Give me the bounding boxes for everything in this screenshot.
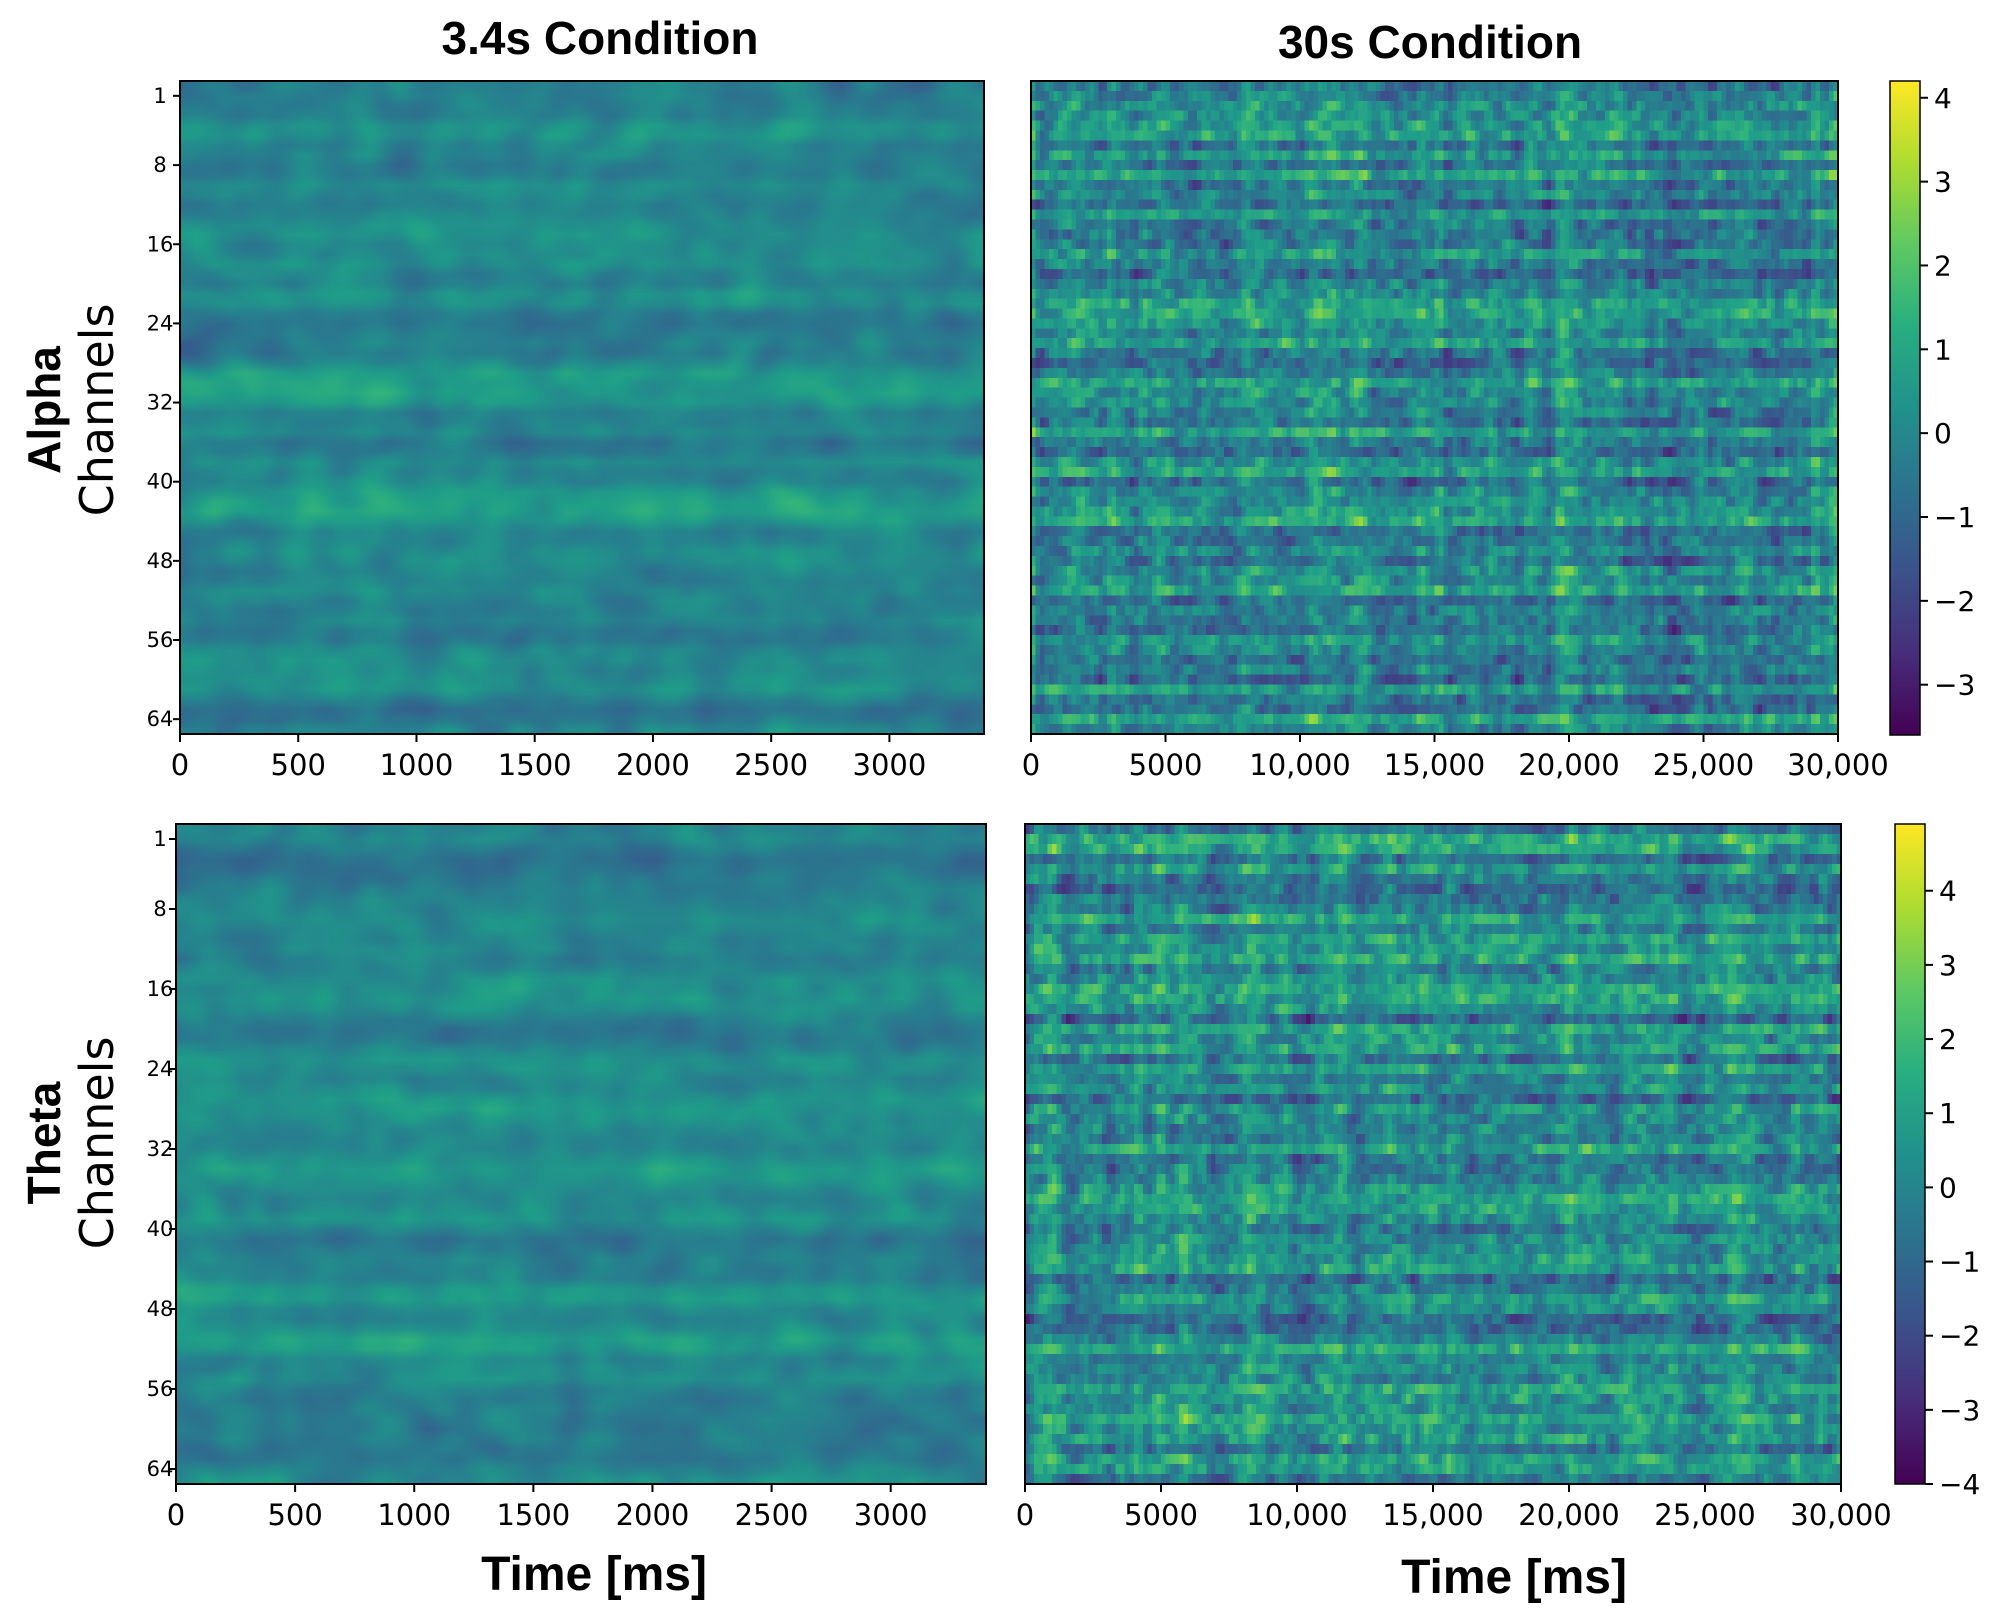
ylabel-alpha: Channels	[70, 304, 124, 517]
xtick-label: 20,000	[1518, 748, 1619, 782]
heatmap-theta-30s: 0 5000 10,000 15,000 20,000 25,000 30,000	[1016, 823, 1892, 1532]
colorbar-tick-label: −4	[1939, 1468, 1980, 1501]
xtick-label: 2500	[734, 748, 808, 782]
ytick-label: 24	[147, 311, 174, 335]
xtick-label: 1000	[377, 1498, 451, 1532]
colorbar-alpha-30s: 4 3 2 1 0 −1 −2 −3	[1889, 80, 1975, 736]
xtick-label: 2500	[735, 1498, 809, 1532]
heatmap-cells	[180, 81, 984, 734]
xtick-label: 0	[1016, 1498, 1034, 1532]
ytick-label: 16	[147, 232, 174, 256]
ytick-label: 56	[147, 1377, 174, 1401]
colorbar-tick-label: 2	[1939, 1023, 1957, 1056]
xtick-label: 30,000	[1787, 748, 1888, 782]
xtick-label: 5000	[1129, 748, 1203, 782]
colorbar-tick-label: 1	[1939, 1097, 1957, 1130]
ytick-label: 48	[147, 549, 174, 573]
colorbar-tick-label: 3	[1934, 166, 1952, 199]
xtick-label: 10,000	[1249, 748, 1350, 782]
ytick-label: 64	[147, 1457, 174, 1481]
column-title-3.4s: 3.4s Condition	[442, 12, 759, 64]
xtick-label: 0	[1022, 748, 1040, 782]
xtick-label: 25,000	[1653, 748, 1754, 782]
colorbar-theta-30s: 4 3 2 1 0 −1 −2 −3 −4	[1894, 823, 1980, 1501]
xtick-label: 15,000	[1382, 1498, 1483, 1532]
colorbar-tick-label: −3	[1934, 669, 1975, 702]
heatmap-cells	[1031, 81, 1838, 734]
row-title-alpha: Alpha	[18, 346, 70, 474]
xtick-label: 1500	[496, 1498, 570, 1532]
heatmap-theta-3.4s: 0 500 1000 1500 2000 2500 3000 1 8 16 24 32 40 48 56 64	[147, 823, 987, 1532]
plot-frame	[175, 823, 987, 1485]
ytick-label: 8	[153, 897, 166, 921]
xtick-label: 30,000	[1790, 1498, 1891, 1532]
colorbar-tick-label: 1	[1934, 333, 1952, 366]
xtick-label: 15,000	[1384, 748, 1485, 782]
ytick-label: 8	[153, 153, 166, 177]
ytick-label: 48	[147, 1297, 174, 1321]
ytick-label: 1	[153, 84, 166, 108]
xtick-label: 2000	[616, 748, 690, 782]
colorbar-tick-label: 4	[1939, 875, 1957, 908]
row-title-theta: Theta	[18, 1081, 70, 1204]
ytick-label: 40	[147, 1217, 174, 1241]
ytick-label: 32	[147, 1137, 174, 1161]
colorbar-tick-label: −3	[1939, 1394, 1980, 1427]
xtick-label: 500	[267, 1498, 322, 1532]
colorbar-tick-label: 0	[1934, 417, 1952, 450]
xtick-label: 3000	[853, 748, 927, 782]
ylabel-theta: Channels	[70, 1037, 124, 1250]
ytick-label: 64	[147, 707, 174, 731]
xtick-label: 10,000	[1246, 1498, 1347, 1532]
heatmap-cells	[1025, 824, 1841, 1484]
colorbar-tick-label: −2	[1939, 1320, 1980, 1353]
xtick-label: 20,000	[1518, 1498, 1619, 1532]
colorbar-tick-label: 2	[1934, 249, 1952, 282]
colorbar-tick-label: 3	[1939, 949, 1957, 982]
ytick-label: 40	[147, 470, 174, 494]
xlabel-right: Time [ms]	[1401, 1551, 1627, 1604]
xtick-label: 1500	[498, 748, 572, 782]
xtick-label: 500	[271, 748, 326, 782]
xtick-label: 2000	[616, 1498, 690, 1532]
xtick-label: 5000	[1124, 1498, 1198, 1532]
colorbar-tick-label: −1	[1934, 501, 1975, 534]
heatmap-alpha-30s: 0 5000 10,000 15,000 20,000 25,000 30,000	[1022, 80, 1889, 782]
colorbar-gradient	[1894, 823, 1926, 1485]
ytick-label: 32	[147, 391, 174, 415]
xlabel-left: Time [ms]	[481, 1548, 707, 1601]
xtick-label: 0	[167, 1498, 185, 1532]
colorbar-tick-label: −1	[1939, 1246, 1980, 1279]
xtick-label: 1000	[380, 748, 454, 782]
ytick-label: 1	[153, 827, 166, 851]
ytick-label: 16	[147, 977, 174, 1001]
ytick-label: 56	[147, 628, 174, 652]
plot-frame	[179, 80, 985, 735]
heatmap-cells	[176, 824, 986, 1484]
xtick-label: 0	[171, 748, 189, 782]
xtick-label: 3000	[854, 1498, 928, 1532]
colorbar-tick-label: 0	[1939, 1171, 1957, 1204]
colorbar-tick-label: −2	[1934, 585, 1975, 618]
colorbar-tick-label: 4	[1934, 82, 1952, 115]
heatmap-alpha-3.4s: 0 500 1000 1500 2000 2500 3000 1 8 16 24 32 40 48 56 64	[147, 80, 985, 782]
colorbar-gradient	[1889, 80, 1921, 736]
column-title-30s: 30s Condition	[1278, 16, 1582, 68]
ytick-label: 24	[147, 1057, 174, 1081]
xtick-label: 25,000	[1654, 1498, 1755, 1532]
